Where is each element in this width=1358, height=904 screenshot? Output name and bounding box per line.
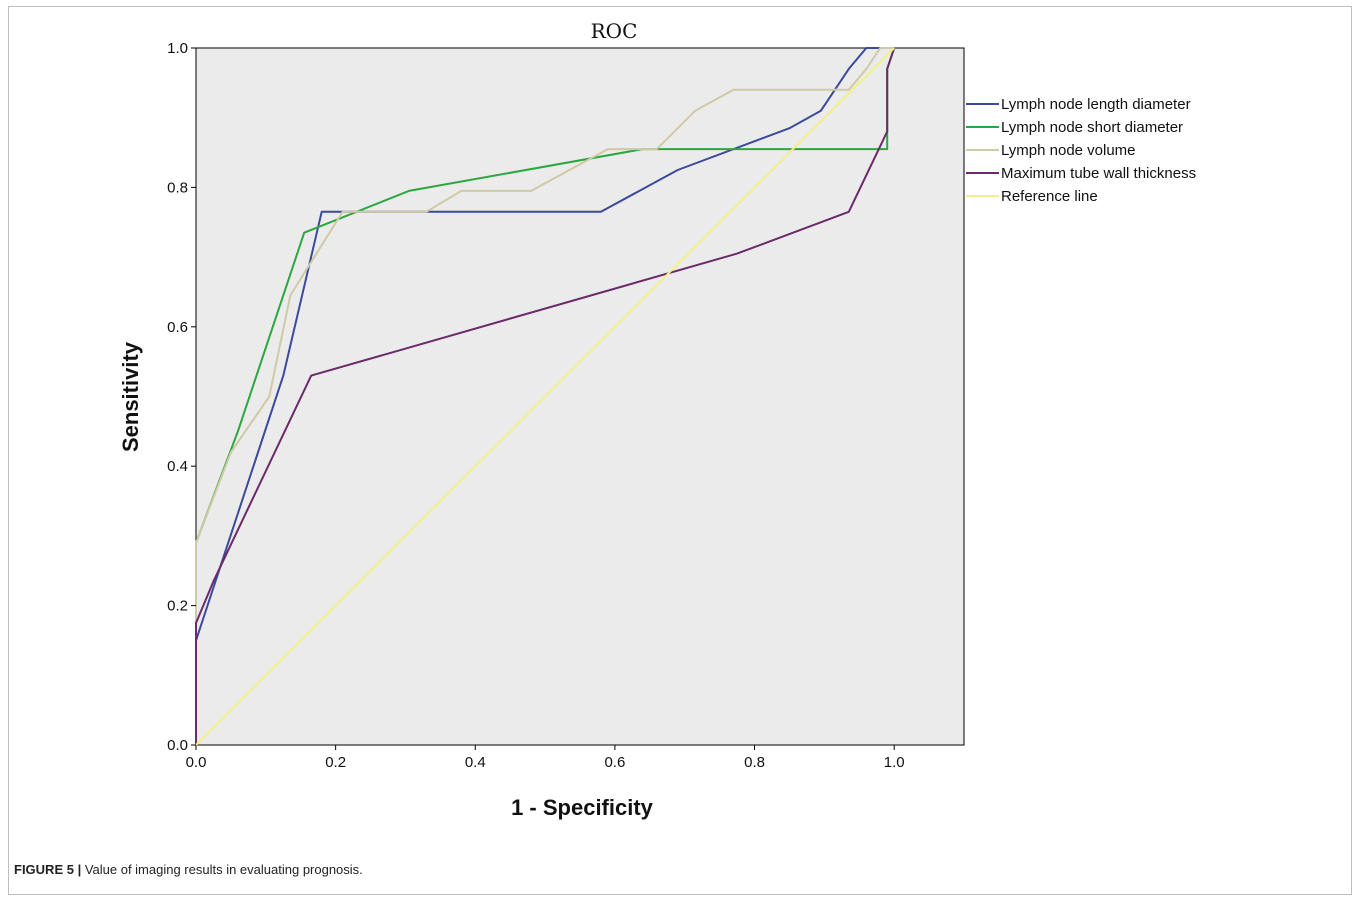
y-tick-label: 0.4: [167, 458, 188, 475]
legend-label-4: Maximum tube wall thickness: [1001, 165, 1196, 182]
y-axis-label: Sensitivity: [118, 341, 143, 452]
roc-chart: 0.0 0.2 0.4 0.6 0.8 1.0 0.0 0.2 0.4 0.6 0.8 1.0 Lym…: [118, 19, 1196, 820]
axes: 0.0 0.2 0.4 0.6 0.8 1.0 0.0 0.2 0.4 0.6 0.8 1.0: [167, 40, 904, 771]
legend-label-5: Reference line: [1001, 188, 1098, 205]
legend-label-3: Lymph node volume: [1001, 142, 1136, 159]
y-tick-label: 0.0: [167, 737, 188, 754]
x-tick-label: 0.2: [325, 754, 346, 771]
x-tick-label: 0.4: [465, 754, 486, 771]
series-line-3: [195, 47, 895, 745]
figure-caption: FIGURE 5 | Value of imaging results in e…: [14, 862, 363, 877]
legend-label-2: Lymph node short diameter: [1001, 119, 1183, 136]
series-line-1: [195, 47, 895, 745]
y-tick-label: 0.6: [167, 319, 188, 336]
y-tick-label: 0.8: [167, 179, 188, 196]
caption-text: Value of imaging results in evaluating p…: [81, 862, 363, 877]
x-tick-label: 0.8: [744, 754, 765, 771]
x-tick-label: 1.0: [884, 754, 905, 771]
x-axis-label: 1 - Specificity: [511, 795, 654, 820]
series-line-4: [195, 47, 896, 745]
caption-label: FIGURE 5 |: [14, 862, 82, 877]
plot-area: [195, 47, 965, 746]
series-line-5: [195, 47, 895, 746]
series-lines: [195, 47, 896, 746]
x-tick-label: 0.6: [604, 754, 625, 771]
chart-title: ROC: [591, 19, 638, 43]
y-tick-label: 1.0: [167, 40, 188, 57]
x-tick-label: 0.0: [186, 754, 207, 771]
legend: Lymph node length diameter Lymph node sho…: [966, 96, 1196, 205]
y-tick-label: 0.2: [167, 598, 188, 615]
legend-label-1: Lymph node length diameter: [1001, 96, 1191, 113]
plot-background: [195, 47, 965, 746]
